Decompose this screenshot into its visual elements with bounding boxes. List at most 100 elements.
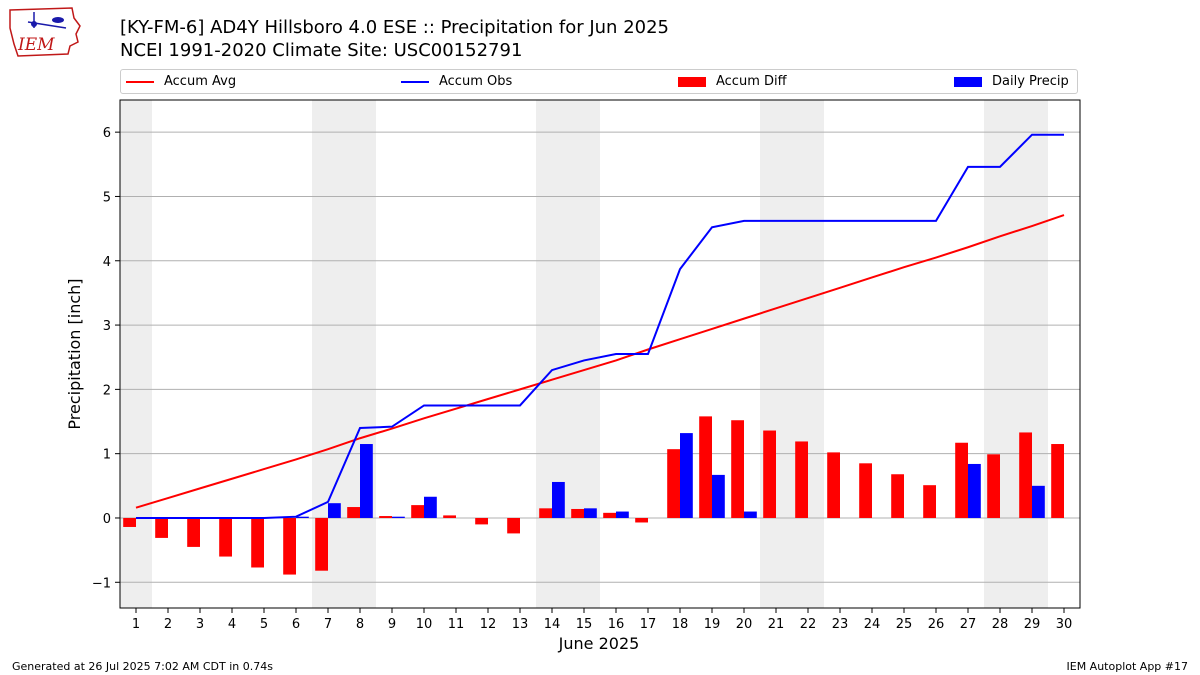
weekend-band bbox=[568, 100, 600, 608]
x-tick-label: 15 bbox=[576, 617, 593, 632]
lines bbox=[135, 133, 1065, 519]
bars bbox=[123, 416, 1064, 575]
bar-accum-diff bbox=[571, 508, 584, 518]
grid-lines bbox=[120, 131, 1080, 583]
weekend-band bbox=[760, 100, 792, 608]
x-tick-label: 7 bbox=[324, 617, 332, 632]
x-tick-label: 11 bbox=[448, 617, 465, 632]
bar-accum-diff bbox=[955, 442, 968, 518]
y-tick-label: 3 bbox=[103, 319, 111, 334]
x-tick-label: 25 bbox=[896, 617, 913, 632]
legend-swatch-box bbox=[954, 76, 982, 87]
legend-swatch-line bbox=[126, 80, 154, 83]
x-tick-label: 17 bbox=[640, 617, 657, 632]
y-tick-label: 1 bbox=[103, 448, 111, 463]
line-accum-avg bbox=[135, 214, 1065, 509]
chart-subtitle: NCEI 1991-2020 Climate Site: USC00152791 bbox=[120, 40, 523, 61]
bar-accum-diff bbox=[667, 449, 680, 518]
bar-accum-diff bbox=[859, 463, 872, 518]
bar-accum-diff bbox=[987, 454, 1000, 518]
logo-text: IEM bbox=[17, 35, 55, 55]
legend-label: Accum Avg bbox=[164, 74, 237, 89]
legend-label: Accum Diff bbox=[716, 74, 787, 89]
x-tick-label: 13 bbox=[512, 617, 529, 632]
bar-daily-precip bbox=[1032, 485, 1045, 518]
x-tick-label: 29 bbox=[1024, 617, 1041, 632]
y-axis-label: Precipitation [inch] bbox=[65, 278, 84, 429]
bar-accum-diff bbox=[699, 416, 712, 518]
weekend-band bbox=[536, 100, 568, 608]
x-tick-label: 8 bbox=[356, 617, 364, 632]
x-tick-label: 12 bbox=[480, 617, 497, 632]
x-tick-label: 27 bbox=[960, 617, 977, 632]
bar-accum-diff bbox=[475, 517, 488, 525]
legend-swatch-box bbox=[678, 76, 706, 87]
bar-accum-diff bbox=[347, 507, 360, 518]
x-tick-label: 21 bbox=[768, 617, 785, 632]
bar-accum-diff bbox=[315, 517, 328, 571]
y-tick-label: −1 bbox=[92, 576, 111, 591]
legend-item-accum-avg: Accum Avg bbox=[126, 70, 236, 93]
weekend-band bbox=[344, 100, 376, 608]
x-tick-label: 22 bbox=[800, 617, 817, 632]
x-tick-label: 26 bbox=[928, 617, 945, 632]
line-accum-obs bbox=[136, 133, 1064, 519]
x-tick-label: 1 bbox=[132, 617, 140, 632]
x-axis-label: June 2025 bbox=[558, 634, 640, 653]
bar-accum-diff bbox=[827, 452, 840, 518]
legend-item-accum-obs: Accum Obs bbox=[401, 70, 512, 93]
weekend-band bbox=[312, 100, 344, 608]
bar-accum-diff bbox=[187, 517, 200, 547]
x-tick-label: 23 bbox=[832, 617, 849, 632]
bar-daily-precip bbox=[328, 503, 341, 518]
x-tick-label: 5 bbox=[260, 617, 268, 632]
bar-accum-diff bbox=[795, 441, 808, 518]
y-axis-ticks: −1 0 1 2 3 4 5 6 bbox=[92, 126, 120, 591]
legend-item-accum-diff: Accum Diff bbox=[678, 70, 787, 93]
y-tick-label: 2 bbox=[103, 383, 111, 398]
y-tick-label: 0 bbox=[103, 512, 111, 527]
bar-accum-diff bbox=[635, 517, 648, 523]
plot-frame bbox=[119, 99, 1081, 609]
weekend-band bbox=[120, 100, 152, 608]
weekend-band bbox=[792, 100, 824, 608]
x-tick-label: 16 bbox=[608, 617, 625, 632]
bar-daily-precip bbox=[616, 511, 629, 518]
y-tick-label: 6 bbox=[103, 126, 111, 141]
legend-item-daily-precip: Daily Precip bbox=[954, 70, 1069, 93]
x-tick-label: 28 bbox=[992, 617, 1009, 632]
bar-accum-diff bbox=[507, 517, 520, 534]
x-tick-label: 20 bbox=[736, 617, 753, 632]
y-tick-label: 4 bbox=[103, 255, 111, 270]
bar-accum-diff bbox=[283, 517, 296, 575]
logo-instrument-cup bbox=[52, 17, 64, 23]
bar-accum-diff bbox=[219, 517, 232, 557]
bar-daily-precip bbox=[552, 481, 565, 518]
bar-accum-diff bbox=[443, 515, 456, 518]
x-tick-label: 18 bbox=[672, 617, 689, 632]
logo-instrument-hub bbox=[31, 21, 37, 27]
weekend-band bbox=[984, 100, 1016, 608]
x-tick-label: 14 bbox=[544, 617, 561, 632]
bar-accum-diff bbox=[539, 508, 552, 518]
bar-accum-diff bbox=[763, 430, 776, 518]
bar-daily-precip bbox=[712, 474, 725, 518]
bar-accum-diff bbox=[891, 474, 904, 518]
chart-title: [KY-FM-6] AD4Y Hillsboro 4.0 ESE :: Prec… bbox=[120, 17, 669, 38]
iem-logo: IEM bbox=[9, 7, 81, 57]
x-tick-label: 6 bbox=[292, 617, 300, 632]
bar-accum-diff bbox=[379, 516, 392, 518]
iowa-state-outline bbox=[9, 7, 81, 57]
x-tick-label: 4 bbox=[228, 617, 236, 632]
x-tick-label: 30 bbox=[1056, 617, 1073, 632]
bar-accum-diff bbox=[603, 512, 616, 518]
bar-accum-diff bbox=[1051, 444, 1064, 518]
y-tick-label: 5 bbox=[103, 190, 111, 205]
x-tick-label: 19 bbox=[704, 617, 721, 632]
bar-accum-diff bbox=[123, 517, 136, 527]
x-tick-label: 9 bbox=[388, 617, 396, 632]
weekend-band bbox=[1016, 100, 1048, 608]
bar-daily-precip bbox=[744, 511, 757, 518]
bar-daily-precip bbox=[360, 444, 373, 518]
